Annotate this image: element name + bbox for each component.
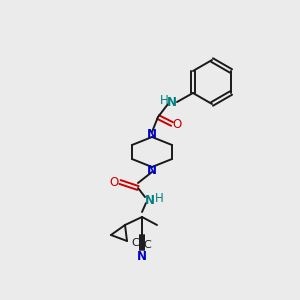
- Text: N: N: [147, 164, 157, 176]
- Text: N: N: [145, 194, 155, 206]
- Text: C: C: [131, 238, 139, 248]
- Text: N: N: [137, 250, 147, 263]
- Text: O: O: [172, 118, 182, 130]
- Text: O: O: [110, 176, 118, 188]
- Text: H: H: [160, 94, 168, 107]
- Text: C: C: [143, 240, 151, 250]
- Text: N: N: [167, 95, 177, 109]
- Text: N: N: [147, 128, 157, 140]
- Text: H: H: [154, 193, 164, 206]
